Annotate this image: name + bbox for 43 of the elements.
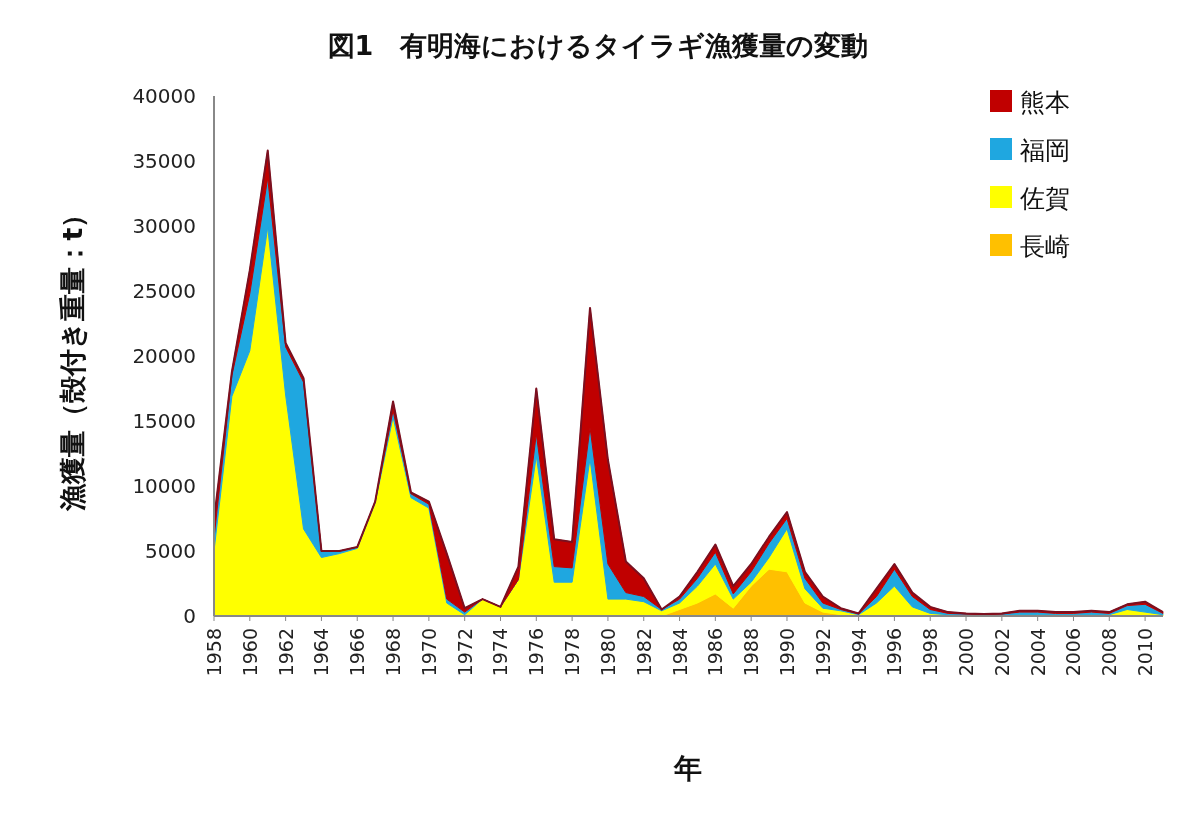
x-tick-label: 1990 (775, 628, 798, 677)
x-axis-title: 年 (673, 752, 702, 785)
x-tick-label: 1994 (847, 628, 870, 677)
x-tick-label: 2010 (1134, 628, 1157, 677)
x-tick-label: 1958 (203, 628, 225, 677)
y-tick-label: 40000 (132, 84, 196, 108)
x-tick-label: 1978 (561, 628, 584, 677)
x-tick-label: 1996 (883, 628, 906, 677)
x-tick-label: 1982 (632, 628, 655, 677)
x-tick-label: 1992 (811, 628, 834, 677)
x-tick-label: 1988 (740, 628, 763, 677)
x-tick-label: 2008 (1098, 628, 1121, 677)
y-axis-title: 漁獲量（殻付き重量：t） (57, 200, 88, 513)
chart-title: 図1 有明海におけるタイラギ漁獲量の変動 (327, 30, 869, 61)
x-tick-label: 1964 (310, 628, 333, 677)
legend-label: 熊本 (1020, 88, 1070, 117)
y-tick-label: 0 (183, 604, 196, 628)
x-tick-label: 1962 (274, 628, 297, 677)
x-tick-label: 1980 (596, 628, 619, 677)
x-tick-label: 1968 (382, 628, 405, 677)
x-tick-label: 2000 (955, 628, 978, 677)
x-tick-label: 1974 (489, 628, 512, 677)
y-tick-label: 5000 (145, 539, 196, 563)
y-tick-label: 25000 (132, 279, 196, 303)
y-tick-label: 15000 (132, 409, 196, 433)
x-tick-label: 2002 (990, 628, 1013, 677)
y-tick-label: 30000 (132, 214, 196, 238)
x-tick-label: 2006 (1062, 628, 1085, 677)
x-tick-label: 2004 (1026, 628, 1049, 677)
x-tick-label: 1966 (346, 628, 369, 677)
x-tick-label: 1998 (919, 628, 942, 677)
y-tick-label: 20000 (132, 344, 196, 368)
legend-label: 佐賀 (1020, 184, 1070, 213)
legend-label: 福岡 (1020, 136, 1070, 165)
y-tick-label: 35000 (132, 149, 196, 173)
x-tick-label: 1986 (704, 628, 727, 677)
x-tick-label: 1972 (453, 628, 476, 677)
x-tick-label: 1970 (417, 628, 440, 677)
legend-label: 長崎 (1020, 232, 1070, 261)
x-tick-label: 1984 (668, 628, 691, 677)
x-tick-label: 1960 (238, 628, 261, 677)
y-tick-label: 10000 (132, 474, 196, 498)
x-tick-label: 1976 (525, 628, 548, 677)
